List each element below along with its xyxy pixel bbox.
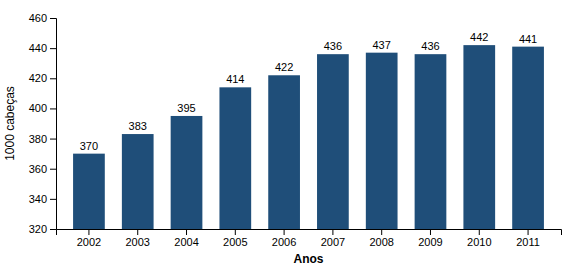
- x-tick-mark: [186, 229, 187, 235]
- bar: [317, 54, 349, 229]
- x-tick: 2006: [272, 229, 296, 248]
- data-labels: 370 383 395 414 422 436 437 436 442 441: [80, 31, 537, 152]
- x-tick: 2005: [223, 229, 247, 248]
- x-tick-mark: [528, 229, 529, 235]
- x-tick-label: 2007: [321, 236, 345, 248]
- x-tick-mark: [430, 229, 431, 235]
- x-tick-mark: [381, 229, 382, 235]
- bar: [268, 75, 300, 229]
- x-tick: 2007: [321, 229, 345, 248]
- y-tick-mark: [50, 18, 56, 19]
- data-label: 436: [324, 40, 342, 52]
- data-label: 441: [519, 33, 537, 45]
- data-label: 370: [80, 140, 98, 152]
- bar: [366, 53, 398, 229]
- y-tick-label: 440: [29, 42, 47, 54]
- y-tick-label: 340: [29, 193, 47, 205]
- x-tick-label: 2004: [174, 236, 198, 248]
- y-tick-mark: [50, 229, 56, 230]
- y-tick-label: 400: [29, 102, 47, 114]
- x-tick: 2003: [125, 229, 149, 248]
- data-label: 395: [177, 102, 195, 114]
- x-tick-label: 2008: [369, 236, 393, 248]
- x-tick-label: 2006: [272, 236, 296, 248]
- y-tick: 360: [29, 163, 56, 175]
- data-label: 437: [373, 39, 391, 51]
- x-tick: 2004: [174, 229, 198, 248]
- x-tick-mark: [88, 229, 89, 235]
- y-tick-label: 460: [29, 12, 47, 24]
- x-tick-mark: [479, 229, 480, 235]
- x-axis: 2002 2003 2004 2005 2006 2007 2008 2009 2010 2011: [57, 229, 562, 248]
- y-tick-label: 420: [29, 72, 47, 84]
- bar: [73, 154, 105, 229]
- y-tick-mark: [50, 169, 56, 170]
- data-label: 414: [226, 73, 244, 85]
- x-tick: 2010: [467, 229, 491, 248]
- bar: [415, 54, 447, 229]
- y-tick: 340: [29, 193, 56, 205]
- bar: [463, 45, 495, 229]
- chart: 2002 2003 2004 2005 2006 2007 2008 2009 2010 2011…: [0, 0, 573, 271]
- x-tick: 2008: [369, 229, 393, 248]
- y-tick: 320: [29, 223, 56, 235]
- x-tick: 2011: [516, 229, 540, 248]
- x-tick-label: 2003: [125, 236, 149, 248]
- x-tick-label: 2011: [516, 236, 540, 248]
- x-tick-mark: [137, 229, 138, 235]
- y-tick-mark: [50, 199, 56, 200]
- bar: [219, 87, 251, 229]
- y-tick: 460: [29, 12, 56, 24]
- y-tick: 380: [29, 133, 56, 145]
- y-axis-title: 1000 cabeças: [3, 86, 17, 161]
- bar: [512, 47, 544, 229]
- data-label: 442: [470, 31, 488, 43]
- data-label: 383: [129, 120, 147, 132]
- y-tick: 400: [29, 102, 56, 114]
- y-tick-label: 320: [29, 223, 47, 235]
- plot-area: 2002 2003 2004 2005 2006 2007 2008 2009 2010 2011…: [29, 12, 562, 248]
- bar: [122, 134, 154, 229]
- y-tick-mark: [50, 48, 56, 49]
- y-tick-mark: [50, 108, 56, 109]
- data-label: 422: [275, 61, 293, 73]
- x-tick-label: 2002: [77, 236, 101, 248]
- x-tick-mark: [332, 229, 333, 235]
- bar: [171, 116, 203, 229]
- x-tick-label: 2010: [467, 236, 491, 248]
- x-tick-mark: [284, 229, 285, 235]
- x-tick-label: 2009: [418, 236, 442, 248]
- x-tick: 2002: [77, 229, 101, 248]
- y-tick-label: 380: [29, 133, 47, 145]
- x-tick-mark: [235, 229, 236, 235]
- x-axis-line: [57, 230, 562, 236]
- y-tick: 420: [29, 72, 56, 84]
- x-axis-title: Anos: [294, 252, 324, 266]
- y-tick: 440: [29, 42, 56, 54]
- bars: [73, 45, 544, 229]
- y-tick-mark: [50, 78, 56, 79]
- x-tick: 2009: [418, 229, 442, 248]
- y-tick-mark: [50, 139, 56, 140]
- data-label: 436: [421, 40, 439, 52]
- y-tick-label: 360: [29, 163, 47, 175]
- y-axis: 320 340 360 380 400 420 440 460: [29, 12, 57, 235]
- x-tick-label: 2005: [223, 236, 247, 248]
- y-axis-line: [50, 19, 57, 230]
